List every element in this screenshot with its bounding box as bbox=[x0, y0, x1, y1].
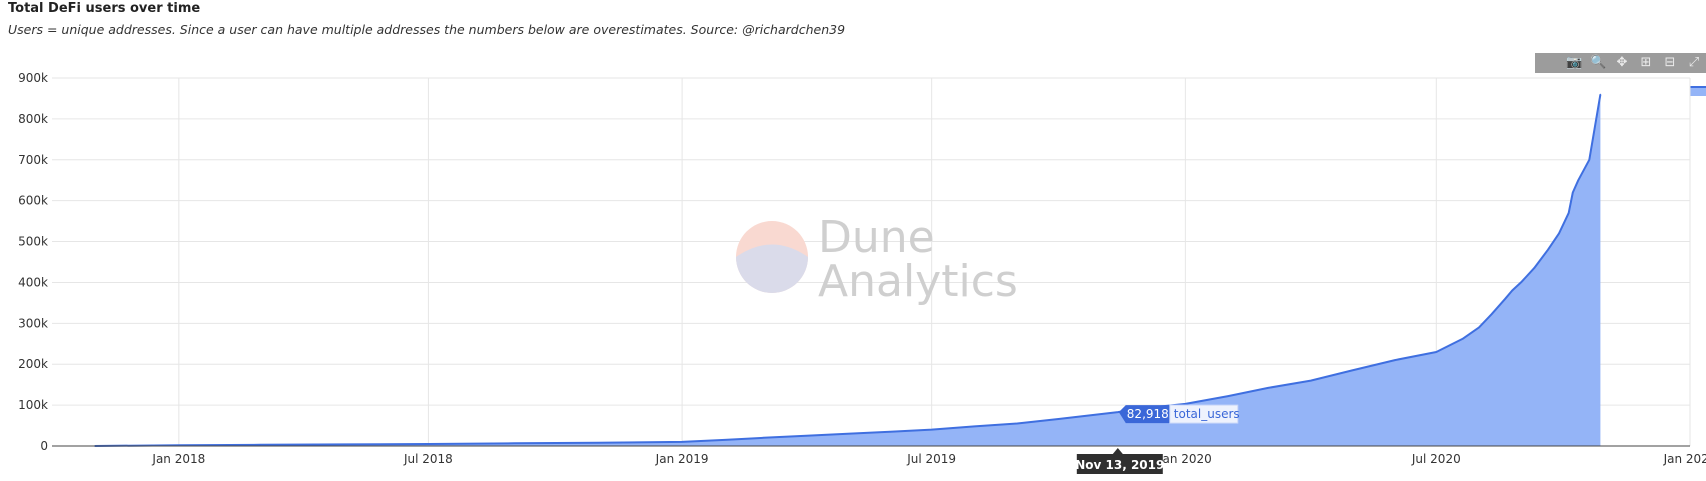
series-layer bbox=[94, 93, 1602, 447]
x-tick-label: Jul 2019 bbox=[906, 452, 956, 466]
data-point bbox=[343, 443, 345, 445]
hover-value-box bbox=[1118, 405, 1170, 424]
watermark-logo-lower-half bbox=[736, 244, 808, 293]
camera-icon[interactable]: 📷 bbox=[1566, 55, 1583, 70]
data-point bbox=[1057, 418, 1060, 420]
watermark-text-analytics: Analytics bbox=[818, 256, 1018, 307]
data-point bbox=[1572, 191, 1574, 194]
data-point bbox=[1435, 351, 1437, 353]
data-point bbox=[1521, 281, 1523, 283]
data-point bbox=[513, 442, 515, 444]
series-area-total-users bbox=[94, 94, 1601, 447]
y-tick-label: 400k bbox=[18, 275, 48, 289]
data-point bbox=[1310, 379, 1312, 382]
series-line-total-users bbox=[94, 94, 1602, 447]
data-point bbox=[178, 444, 180, 446]
chart-subtitle: Users = unique addresses. Since a user c… bbox=[8, 22, 846, 37]
data-point bbox=[889, 431, 891, 433]
hover-layer: 82,918 total_users Nov 13, 2019 bbox=[1075, 404, 1240, 474]
chart-modebar: 📷 🔍 ✥ ⊞ ⊟ ⤢ bbox=[1535, 53, 1706, 73]
zoom-in-icon[interactable]: ⊞ bbox=[1640, 55, 1652, 70]
data-point bbox=[724, 439, 726, 441]
y-tick-label: 100k bbox=[18, 398, 48, 412]
data-point bbox=[1478, 326, 1480, 329]
data-point bbox=[846, 433, 849, 435]
x-tick-label: Jul 2018 bbox=[403, 452, 453, 466]
hover-x-label-box bbox=[1076, 454, 1163, 474]
data-point bbox=[762, 437, 765, 439]
y-tick-label: 300k bbox=[18, 316, 48, 330]
x-tick-label: Jan 2021 bbox=[1663, 452, 1706, 466]
axis-layer: Jan 2018 Jul 2018 Jan 2019 Jul 2019 Jan 2020… bbox=[18, 71, 1706, 466]
y-tick-label: 0 bbox=[40, 439, 48, 453]
data-point bbox=[1599, 93, 1601, 95]
y-tick-label: 500k bbox=[18, 235, 48, 249]
zoom-icon[interactable]: 🔍 bbox=[1590, 55, 1607, 70]
data-point bbox=[1351, 369, 1353, 371]
data-point bbox=[1547, 249, 1549, 251]
dune-analytics-watermark: Dune Analytics bbox=[736, 212, 1018, 307]
watermark-text-dune: Dune bbox=[818, 212, 935, 263]
x-tick-label: Jan 2018 bbox=[151, 452, 205, 466]
data-point bbox=[805, 435, 807, 437]
data-point bbox=[1117, 411, 1119, 413]
chart-title: Total DeFi users over time bbox=[8, 1, 201, 16]
x-tick-label: Jan 2020 bbox=[1158, 452, 1212, 466]
y-tick-label: 200k bbox=[18, 357, 48, 371]
autoscale-icon[interactable]: ⤢ bbox=[1688, 55, 1700, 70]
data-point bbox=[1504, 298, 1506, 300]
data-point bbox=[1016, 422, 1018, 425]
data-point bbox=[1490, 313, 1493, 315]
x-tick-label: Jul 2020 bbox=[1411, 452, 1461, 466]
data-point bbox=[1184, 403, 1186, 405]
data-point bbox=[1267, 387, 1269, 389]
y-tick-label: 800k bbox=[18, 112, 48, 126]
hover-series-box bbox=[1169, 404, 1239, 424]
data-point bbox=[259, 444, 261, 446]
pan-icon[interactable]: ✥ bbox=[1616, 55, 1628, 70]
hover-x-label: Nov 13, 2019 bbox=[1075, 458, 1164, 472]
zoom-out-icon[interactable]: ⊟ bbox=[1664, 55, 1676, 70]
data-point bbox=[427, 443, 430, 445]
data-point bbox=[1558, 232, 1560, 234]
data-point bbox=[1227, 395, 1229, 397]
y-tick-label: 900k bbox=[18, 71, 48, 85]
hover-series-text: total_users bbox=[1174, 407, 1240, 421]
data-point bbox=[681, 441, 683, 443]
data-point bbox=[597, 442, 599, 444]
y-tick-label: 700k bbox=[18, 153, 48, 167]
data-point bbox=[1588, 159, 1590, 161]
data-point bbox=[1568, 212, 1570, 214]
data-point bbox=[1461, 338, 1464, 340]
x-tick-label: Jan 2019 bbox=[655, 452, 709, 466]
hover-x-pointer bbox=[1112, 448, 1123, 454]
hover-value-text: 82,918 bbox=[1127, 407, 1169, 421]
data-point bbox=[1394, 359, 1396, 361]
y-tick-label: 600k bbox=[18, 194, 48, 208]
data-point bbox=[1511, 290, 1513, 292]
data-point bbox=[1577, 179, 1579, 181]
data-point bbox=[973, 425, 976, 427]
legend-swatch-total-users[interactable] bbox=[1690, 86, 1706, 96]
data-point bbox=[931, 429, 933, 431]
data-point bbox=[1533, 267, 1535, 269]
